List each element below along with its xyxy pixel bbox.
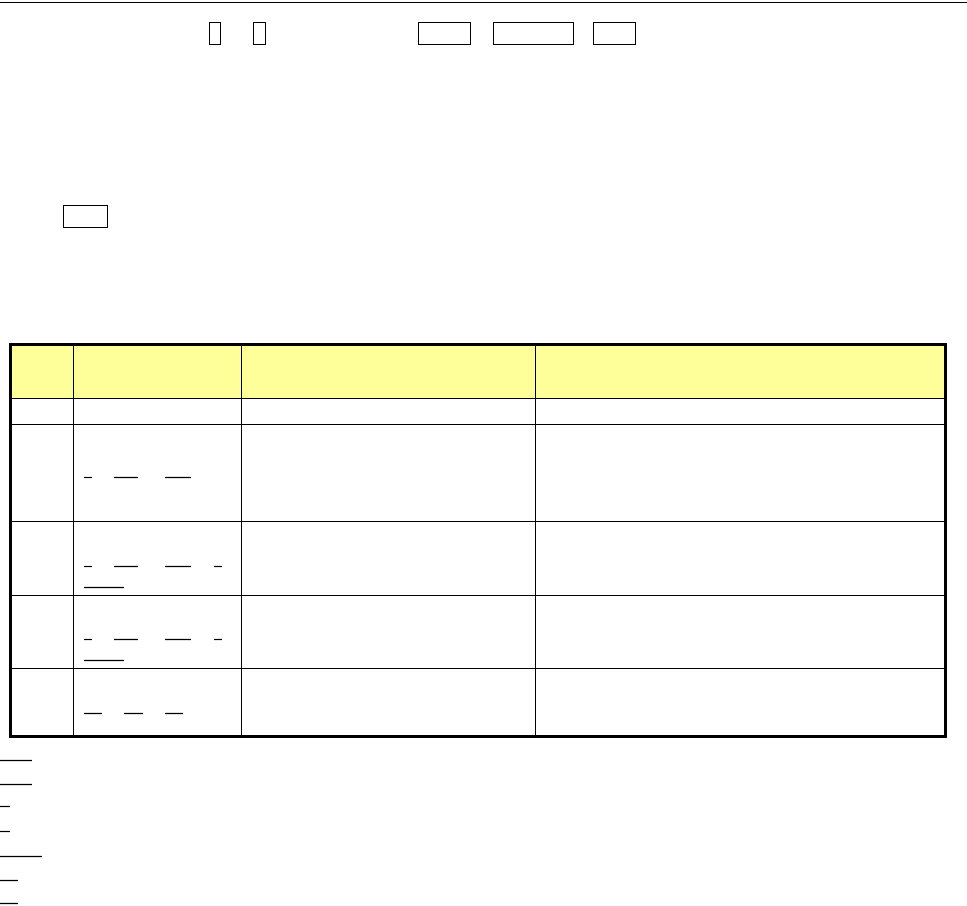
table-header xyxy=(10,343,946,398)
field-box xyxy=(209,22,221,45)
table-border xyxy=(9,343,947,738)
table xyxy=(9,343,947,738)
table-row-lines xyxy=(10,343,946,737)
footnote-underlines xyxy=(0,759,42,905)
field-box xyxy=(493,22,574,45)
field-box xyxy=(593,22,636,45)
field-box xyxy=(253,22,266,45)
field-box xyxy=(63,205,108,228)
field-box xyxy=(418,22,471,45)
cell-underlines xyxy=(84,476,222,715)
